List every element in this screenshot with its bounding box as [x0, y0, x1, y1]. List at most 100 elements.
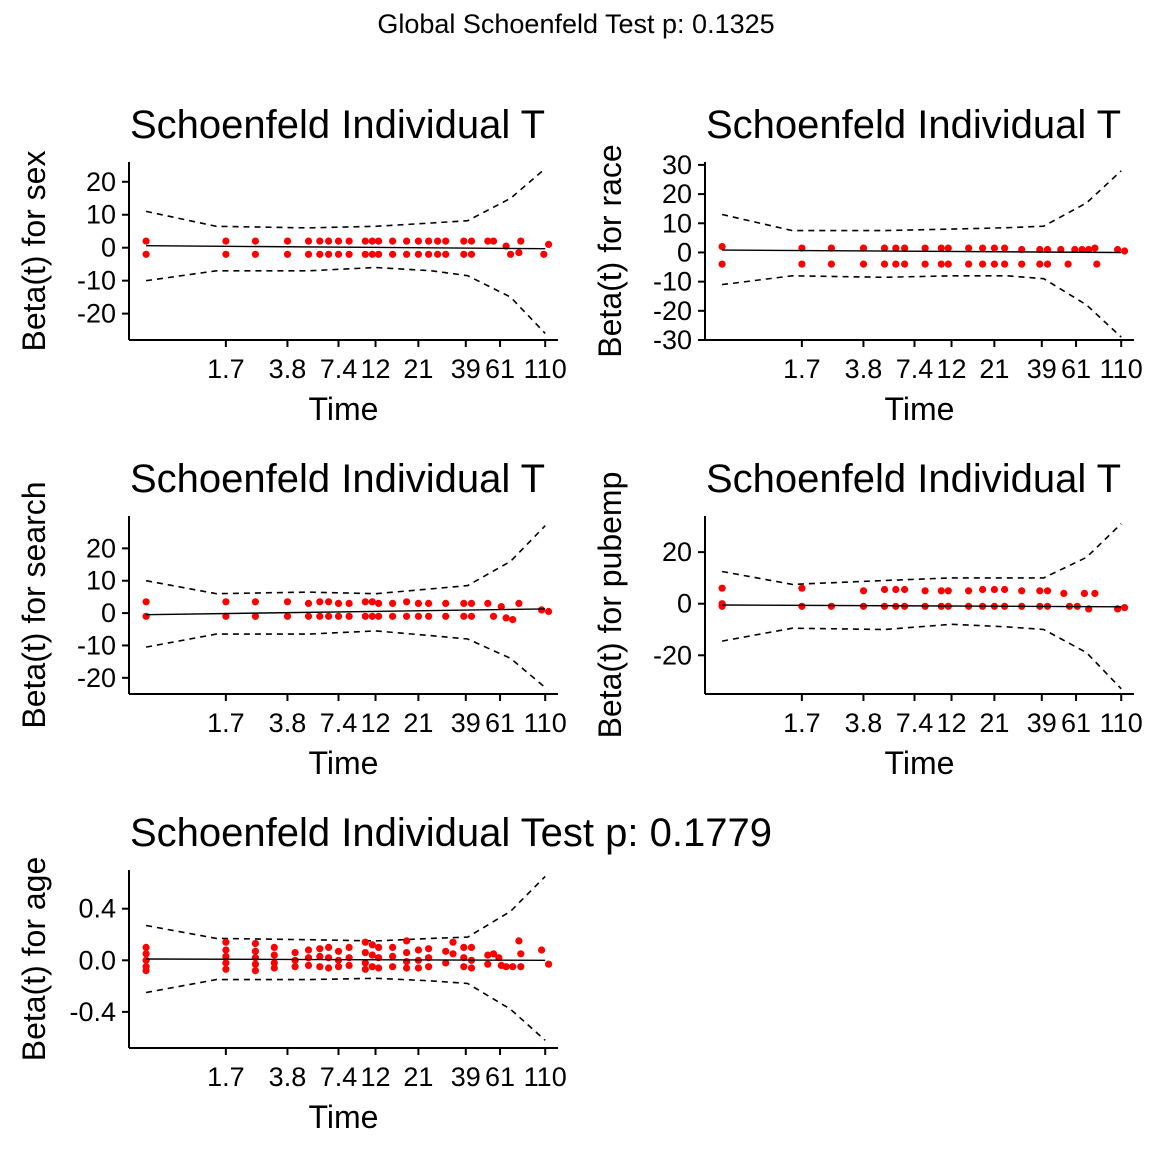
y-tick-label-pubemp: 0 — [677, 589, 692, 619]
y-tick-label-age: 0.4 — [78, 894, 116, 924]
x-tick-label-search: 61 — [485, 708, 515, 738]
residual-point-age — [304, 946, 313, 954]
residual-point-age — [270, 959, 278, 967]
residual-point-age — [414, 964, 422, 972]
residual-point-pubemp — [979, 585, 987, 594]
panel-pubemp: Schoenfeld Individual T 200-201.7 3.8 7.4 1… — [592, 457, 1143, 781]
ci-upper-line-sex — [145, 167, 546, 229]
residual-point-search — [484, 599, 492, 608]
ci-lower-line-sex — [145, 266, 546, 334]
x-tick-label-search: 3.8 — [269, 708, 307, 738]
residual-point-sex — [368, 250, 376, 258]
residual-point-sex — [375, 250, 383, 258]
residual-point-pubemp — [1036, 587, 1044, 595]
residual-point-race — [1036, 260, 1044, 268]
residual-point-age — [251, 960, 259, 968]
residual-point-age — [334, 963, 343, 971]
residual-point-age — [316, 945, 324, 953]
x-tick-label-sex: 21 — [403, 354, 433, 384]
x-tick-label-sex: 39 — [451, 354, 481, 384]
residual-point-race — [990, 244, 999, 252]
y-tick-label-race: 20 — [662, 179, 692, 209]
residual-point-age — [389, 943, 397, 952]
residual-point-search — [502, 614, 510, 622]
x-tick-label-pubemp: 7.4 — [896, 708, 934, 738]
residual-point-search — [515, 599, 523, 608]
residual-point-pubemp — [1018, 587, 1026, 595]
residual-point-race — [937, 260, 945, 268]
residual-point-age — [361, 959, 369, 967]
x-tick-label-race: 110 — [1100, 354, 1143, 384]
residual-point-search — [345, 599, 353, 608]
residual-point-race — [1093, 260, 1101, 268]
residual-point-search — [316, 612, 324, 620]
fit-line-pubemp — [722, 604, 1122, 608]
x-tick-label-age: 110 — [524, 1062, 567, 1092]
residual-point-age — [375, 964, 383, 972]
residual-point-pubemp — [798, 584, 806, 592]
residual-point-pubemp — [827, 602, 836, 610]
residual-point-age — [403, 964, 411, 972]
y-tick-label-age: -0.4 — [69, 997, 116, 1027]
residual-point-search — [414, 612, 422, 620]
residual-point-age — [251, 967, 259, 975]
y-tick-label-race: 0 — [677, 237, 692, 267]
y-tick-label-race: -30 — [653, 325, 692, 355]
residual-point-search — [509, 616, 517, 624]
residual-point-search — [142, 598, 150, 606]
residual-point-age — [316, 952, 324, 961]
residual-point-sex — [403, 237, 411, 245]
panel-title-pubemp: Schoenfeld Individual T — [706, 457, 1121, 501]
residual-point-sex — [403, 250, 411, 258]
residual-point-search — [460, 599, 468, 608]
x-tick-label-sex: 61 — [485, 354, 515, 384]
y-tick-label-sex: 0 — [101, 233, 116, 263]
x-tick-label-search: 110 — [524, 708, 567, 738]
residual-point-age — [142, 943, 150, 952]
residual-point-search — [283, 598, 292, 606]
x-tick-label-sex: 12 — [360, 354, 390, 384]
residual-point-age — [291, 963, 299, 971]
residual-point-search — [375, 599, 383, 608]
y-axis-title-sex: Beta(t) for sex — [16, 151, 52, 352]
residual-point-race — [1091, 244, 1099, 252]
residual-point-age — [361, 965, 369, 973]
residual-point-sex — [507, 250, 515, 258]
y-tick-label-sex: -20 — [77, 299, 116, 329]
residual-point-sex — [540, 250, 548, 258]
residual-point-race — [1001, 244, 1009, 252]
residual-point-age — [425, 963, 433, 971]
fit-line-age — [146, 958, 546, 961]
residual-point-race — [892, 244, 900, 252]
residual-point-age — [222, 965, 230, 973]
residual-point-age — [142, 950, 150, 958]
residual-point-search — [368, 598, 376, 606]
residual-point-pubemp — [937, 587, 945, 595]
residual-point-race — [1071, 245, 1079, 254]
residual-point-age — [538, 946, 546, 954]
y-tick-label-search: 0 — [101, 598, 116, 628]
residual-point-race — [827, 260, 836, 268]
residual-point-age — [222, 946, 230, 954]
residual-point-age — [345, 961, 353, 970]
residual-point-pubemp — [990, 585, 999, 594]
residual-point-sex — [484, 237, 492, 245]
residual-point-age — [425, 945, 433, 953]
x-tick-label-sex: 7.4 — [320, 354, 358, 384]
y-tick-label-age: 0.0 — [78, 945, 116, 975]
y-tick-label-search: 20 — [86, 533, 116, 563]
residual-point-race — [1018, 260, 1026, 268]
x-axis-title-pubemp: Time — [885, 745, 955, 781]
x-tick-label-age: 61 — [485, 1062, 515, 1092]
residual-point-search — [304, 612, 313, 620]
y-tick-label-search: 10 — [86, 566, 116, 596]
residual-point-race — [1085, 245, 1093, 254]
x-tick-label-search: 12 — [360, 708, 390, 738]
residual-point-sex — [545, 240, 553, 248]
fit-line-race — [722, 249, 1122, 254]
residual-point-race — [718, 260, 726, 268]
residual-point-race — [880, 260, 889, 268]
residual-point-age — [270, 943, 278, 952]
residual-point-race — [827, 244, 836, 252]
y-tick-label-search: -20 — [77, 663, 116, 693]
